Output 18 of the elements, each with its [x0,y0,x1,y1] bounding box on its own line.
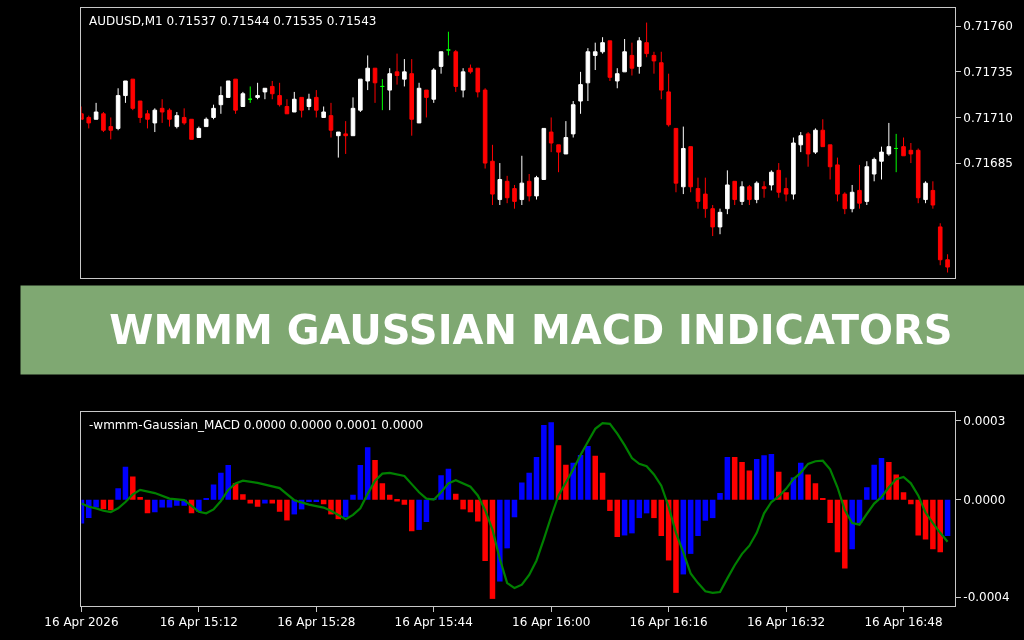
text: AUDUSD,M1 0.71537 0.71544 0.71535 0.71543 [89,14,377,28]
x-tick-label: 16 Apr 15:28 [277,615,356,630]
text: -wmmm-Gaussian_MACD 0.0000 0.0000 0.0001 0.0000 [89,418,424,432]
x-tick-label: 16 Apr 16:32 [746,615,826,630]
x-tick-label: 16 Apr 16:16 [629,615,708,630]
y-tick-label: 0.71685 [963,156,1013,171]
y-tick-label: 0.71710 [963,110,1013,125]
y-tick-label: 0.0000 [963,492,1006,507]
x-tick-label: 16 Apr 15:12 [159,615,238,630]
x-tick-label: 16 Apr 16:00 [512,615,591,630]
text: WMMM GAUSSIAN MACD INDICATORS [109,307,953,353]
x-tick-label: 16 Apr 16:48 [864,615,943,630]
y-tick-label: 0.71735 [963,65,1013,80]
y-tick-label: 0.71760 [963,19,1013,34]
x-tick-label: 16 Apr 2026 [44,615,119,630]
y-tick-label: 0.0003 [963,413,1006,428]
x-tick-label: 16 Apr 15:44 [394,615,473,630]
y-tick-label: -0.0004 [963,590,1010,605]
